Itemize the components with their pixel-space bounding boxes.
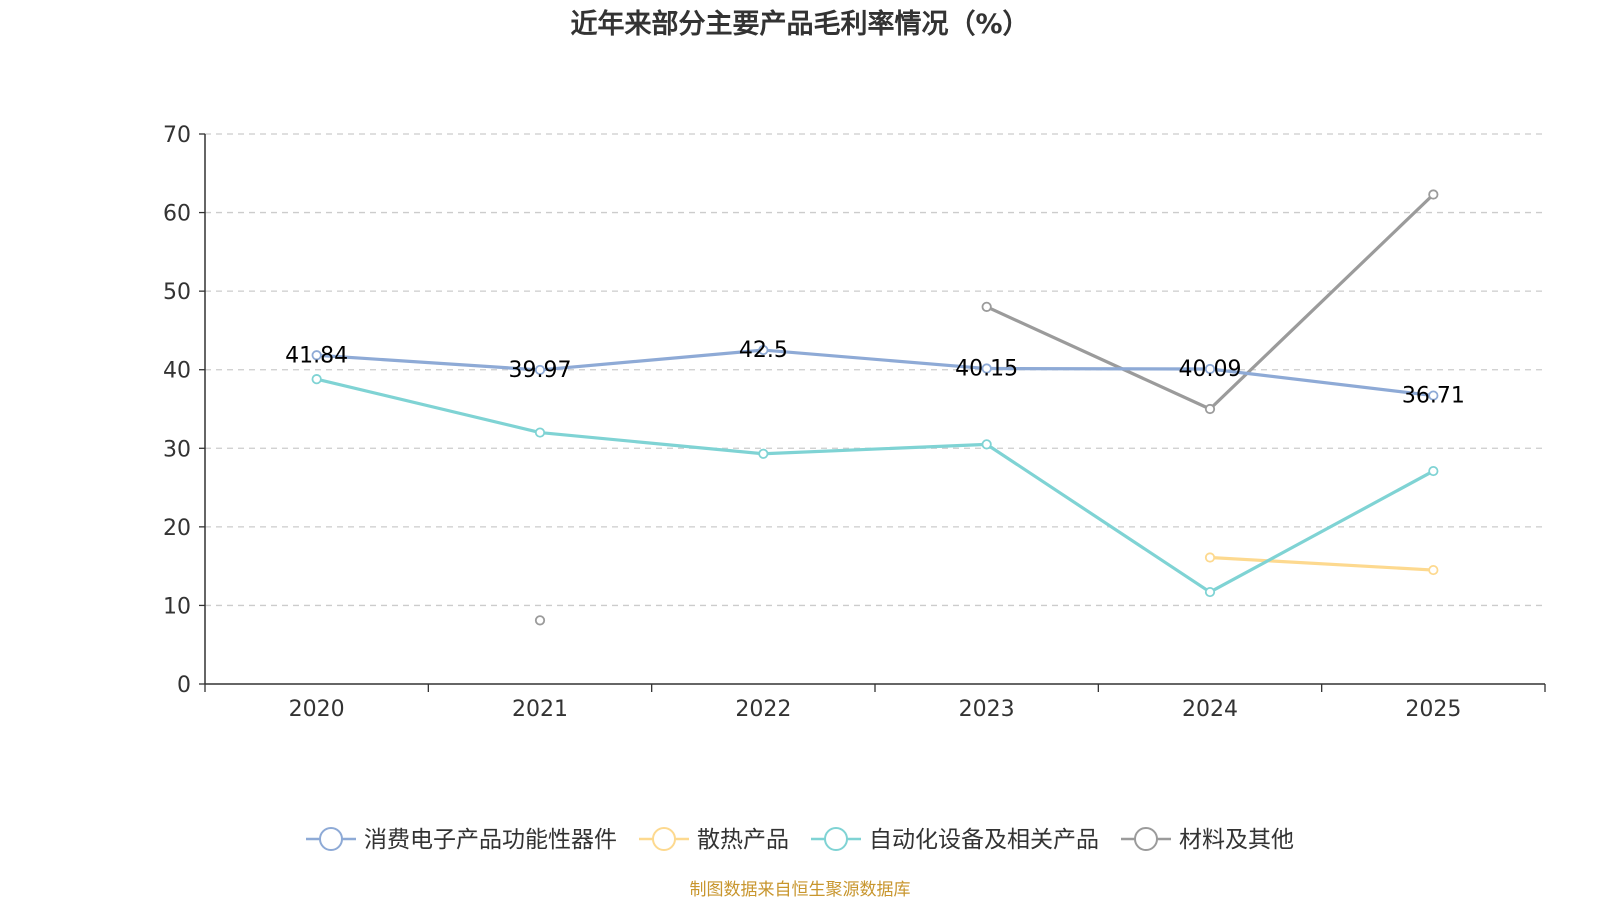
data-point-0-2: [758, 344, 769, 356]
data-point-2-3: [981, 439, 992, 450]
axes: 0 10 20 30 40 50 60 70 2020 2021 2022 2023 2024 2025: [163, 123, 1546, 722]
y-tick-label: 10: [163, 594, 191, 619]
series-line-2: [316, 377, 1435, 594]
series-line-1: [1209, 555, 1434, 572]
legend-marker: [652, 827, 676, 851]
legend-label: 自动化设备及相关产品: [869, 827, 1099, 853]
data-point-2-5: [1428, 465, 1439, 477]
x-tick-label: 2023: [959, 697, 1015, 722]
data-point-0-0: [311, 350, 322, 361]
x-tick-label: 2022: [735, 697, 791, 722]
data-point-3-1: [534, 615, 546, 626]
x-tick-label: 2025: [1405, 697, 1461, 722]
x-tick-label: 2021: [512, 697, 568, 722]
y-tick-label: 20: [163, 516, 191, 541]
y-tick-label: 30: [163, 437, 191, 462]
y-tick-label: 50: [163, 280, 191, 305]
y-tick-label: 0: [177, 673, 191, 698]
legend-item: 自动化设备及相关产品: [811, 827, 1099, 853]
y-tick-label: 70: [163, 123, 191, 148]
data-point-0-3: [981, 363, 992, 374]
data-point-2-2: [758, 448, 769, 459]
x-tick-label: 2020: [289, 697, 345, 722]
data-label: 40.09: [1179, 357, 1242, 382]
data-point-3-4: [1204, 403, 1216, 415]
data-point-1-5: [1428, 564, 1439, 576]
legend-marker: [319, 827, 343, 851]
data-label: 41.84: [285, 343, 348, 368]
data-point-0-4: [1204, 363, 1216, 375]
legend-label: 消费电子产品功能性器件: [364, 827, 617, 853]
data-point-2-0: [311, 374, 322, 385]
y-tick-label: 40: [163, 359, 191, 384]
chart-title: 近年来部分主要产品毛利率情况（%）: [570, 8, 1029, 40]
x-tick-label: 2024: [1182, 697, 1238, 722]
data-point-0-1: [534, 364, 546, 376]
data-point-2-1: [534, 427, 546, 438]
legend: 消费电子产品功能性器件 散热产品 自动化设备及相关产品 材料及其他: [306, 827, 1294, 853]
series-layer: [311, 189, 1439, 626]
legend-label: 材料及其他: [1179, 827, 1294, 853]
y-tick-label: 60: [163, 202, 191, 227]
legend-label: 散热产品: [697, 827, 789, 853]
legend-item: 消费电子产品功能性器件: [306, 827, 617, 853]
data-point-1-4: [1204, 552, 1216, 563]
series-line-0: [316, 348, 1434, 398]
data-label: 42.5: [739, 338, 788, 363]
legend-item: 材料及其他: [1121, 827, 1294, 853]
source-note: 制图数据来自恒生聚源数据库: [690, 880, 911, 900]
gridlines: [205, 133, 1545, 607]
legend-marker: [1134, 827, 1158, 851]
legend-marker: [824, 827, 848, 851]
data-point-3-3: [981, 301, 992, 312]
data-point-2-4: [1204, 586, 1216, 598]
data-point-0-5: [1428, 390, 1439, 401]
data-labels: 41.84 39.97 42.5 40.15 40.09 36.71: [285, 338, 1465, 408]
legend-item: 散热产品: [639, 827, 789, 853]
data-label: 36.71: [1402, 384, 1465, 409]
data-label: 40.15: [955, 357, 1018, 382]
data-point-3-5: [1428, 189, 1439, 200]
data-label: 39.97: [509, 358, 572, 383]
